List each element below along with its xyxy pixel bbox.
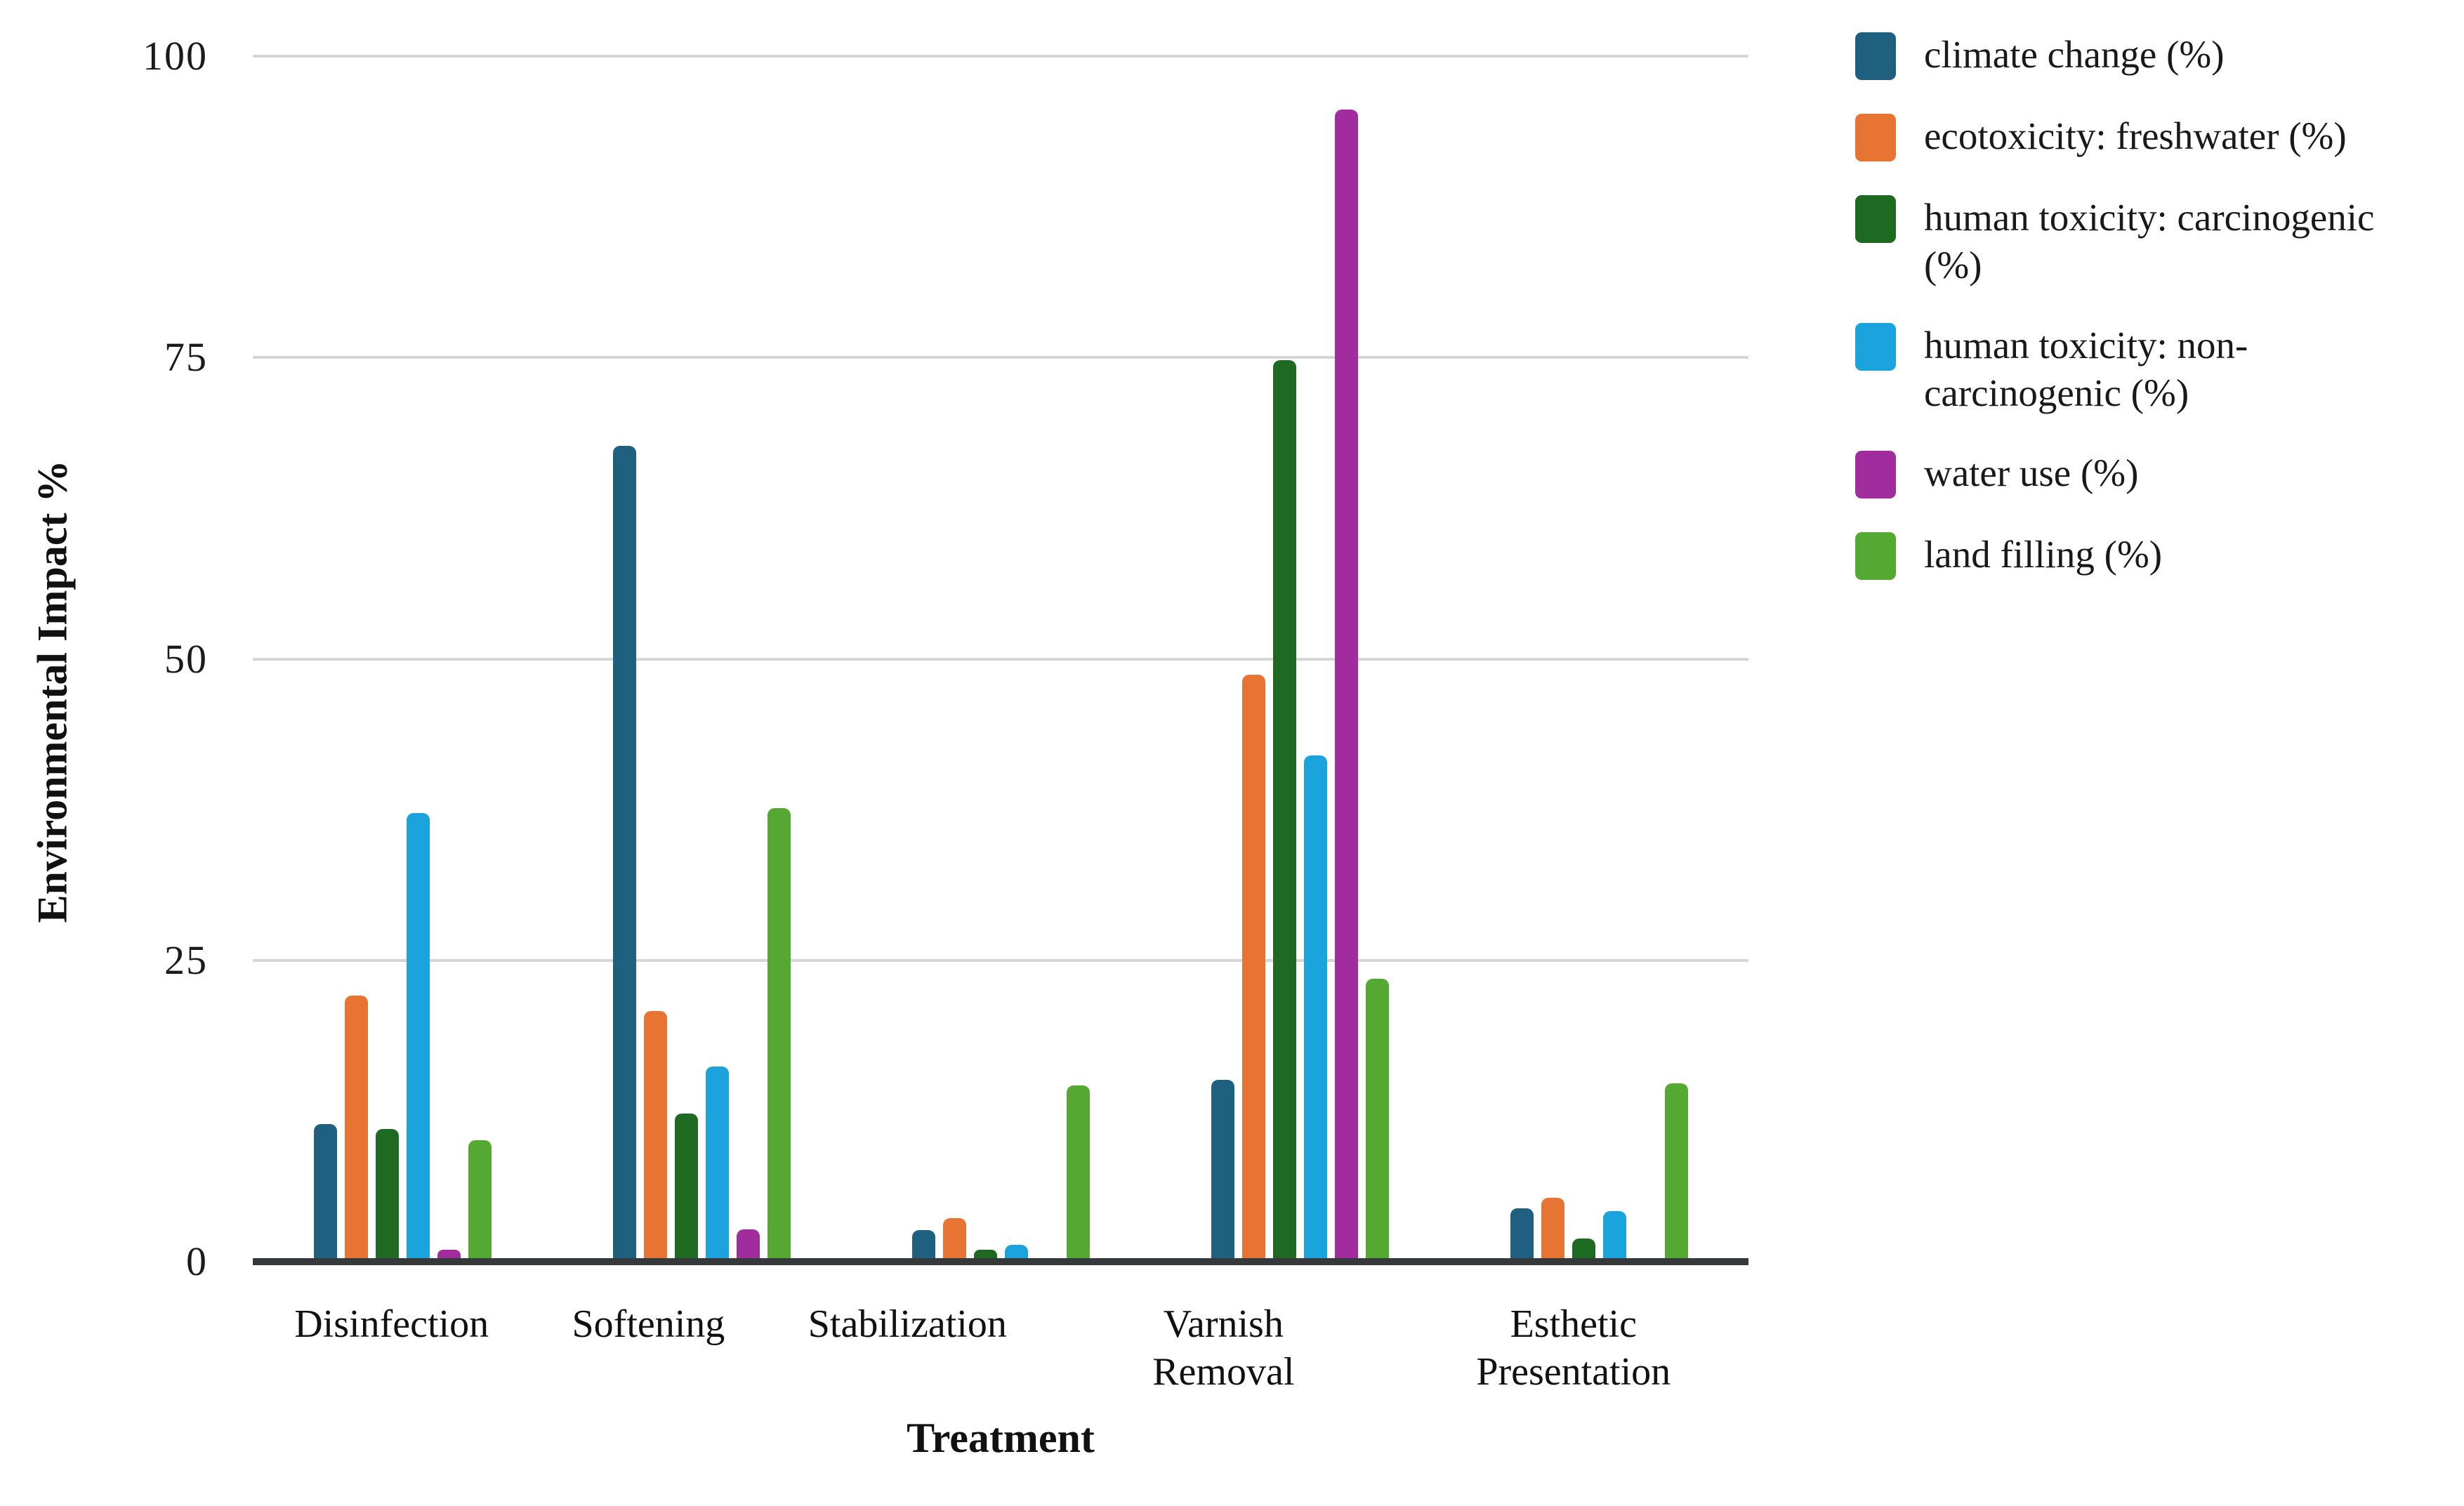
- plot-area: [253, 55, 1748, 1265]
- legend-swatch-icon: [1855, 195, 1896, 243]
- legend-item: human toxicity: non-carcinogenic (%): [1855, 322, 2452, 417]
- bar-human-toxicity-non-carcinogenic: [1303, 755, 1327, 1262]
- legend-item: climate change (%): [1855, 31, 2452, 80]
- y-axis-ticks: 0 25 50 75 100: [0, 36, 218, 1282]
- bar-ecotoxicity-freshwater: [344, 995, 368, 1262]
- bar-human-toxicity-carcinogenic: [1272, 359, 1296, 1262]
- bar-group-varnish-removal: [1211, 109, 1389, 1262]
- bar-land-filling: [767, 808, 791, 1262]
- gridline-75: [253, 356, 1748, 359]
- bar-water-use: [1334, 109, 1358, 1262]
- legend-item: land filling (%): [1855, 531, 2452, 580]
- bar-group-softening: [612, 445, 791, 1262]
- legend-item-label: human toxicity: carcinogenic (%): [1924, 196, 2375, 286]
- legend-item-label: land filling (%): [1924, 533, 2163, 576]
- bar-climate-change: [911, 1230, 935, 1262]
- legend-swatch-icon: [1855, 114, 1896, 161]
- x-category-label: Varnish Removal: [1152, 1302, 1295, 1394]
- legend-item: human toxicity: carcinogenic (%): [1855, 194, 2452, 289]
- bar-group-stabilization: [911, 1085, 1090, 1262]
- gridline-50: [253, 657, 1748, 661]
- bar-land-filling: [468, 1140, 492, 1262]
- y-tick-label-0: 0: [186, 1239, 208, 1284]
- bar-climate-change: [1211, 1079, 1234, 1262]
- x-category-label: Softening: [572, 1302, 725, 1346]
- legend-item-label: water use (%): [1924, 451, 2139, 494]
- legend: climate change (%) ecotoxicity: freshwate…: [1855, 31, 2452, 580]
- bar-group-esthetic-presentation: [1510, 1083, 1688, 1262]
- y-tick-label-50: 50: [164, 635, 208, 682]
- gridline-100: [253, 55, 1748, 58]
- y-tick-label-100: 100: [143, 33, 208, 79]
- legend-item-label: ecotoxicity: freshwater (%): [1924, 114, 2347, 157]
- y-tick-label-25: 25: [164, 937, 208, 983]
- legend-swatch-icon: [1855, 532, 1896, 580]
- legend-swatch-icon: [1855, 323, 1896, 371]
- gridline-25: [253, 958, 1748, 962]
- legend-item-label: climate change (%): [1924, 33, 2225, 76]
- bar-land-filling: [1365, 978, 1389, 1262]
- bar-human-toxicity-carcinogenic: [375, 1129, 399, 1262]
- legend-swatch-icon: [1855, 451, 1896, 498]
- bar-human-toxicity-carcinogenic: [1572, 1239, 1595, 1262]
- legend-item: water use (%): [1855, 449, 2452, 498]
- y-tick-label-75: 75: [164, 334, 208, 381]
- legend-item-label: human toxicity: non-carcinogenic (%): [1924, 324, 2248, 414]
- bar-water-use: [736, 1229, 760, 1262]
- bar-human-toxicity-non-carcinogenic: [1602, 1210, 1626, 1262]
- bar-group-disinfection: [313, 813, 492, 1262]
- x-axis-title: Treatment: [907, 1415, 1095, 1461]
- x-axis-line: [253, 1258, 1748, 1265]
- x-category-labels: Disinfection Softening Stabilization Varnis…: [253, 1300, 1748, 1396]
- bar-human-toxicity-non-carcinogenic: [705, 1066, 729, 1262]
- bar-ecotoxicity-freshwater: [1241, 674, 1265, 1262]
- bar-land-filling: [1066, 1085, 1090, 1262]
- bar-human-toxicity-carcinogenic: [674, 1113, 698, 1262]
- x-category-label: Disinfection: [294, 1302, 489, 1346]
- legend-swatch-icon: [1855, 32, 1896, 80]
- bar-climate-change: [612, 445, 636, 1262]
- bars-layer: [253, 56, 1748, 1262]
- x-category-label: Esthetic Presentation: [1476, 1302, 1671, 1394]
- bar-ecotoxicity-freshwater: [643, 1010, 667, 1262]
- bar-ecotoxicity-freshwater: [942, 1218, 966, 1262]
- bar-human-toxicity-non-carcinogenic: [406, 813, 430, 1262]
- bar-climate-change: [313, 1124, 337, 1262]
- legend-item: ecotoxicity: freshwater (%): [1855, 112, 2452, 161]
- x-category-label: Stabilization: [808, 1302, 1007, 1346]
- bar-climate-change: [1510, 1208, 1534, 1262]
- bar-land-filling: [1664, 1083, 1688, 1262]
- bar-ecotoxicity-freshwater: [1541, 1198, 1564, 1262]
